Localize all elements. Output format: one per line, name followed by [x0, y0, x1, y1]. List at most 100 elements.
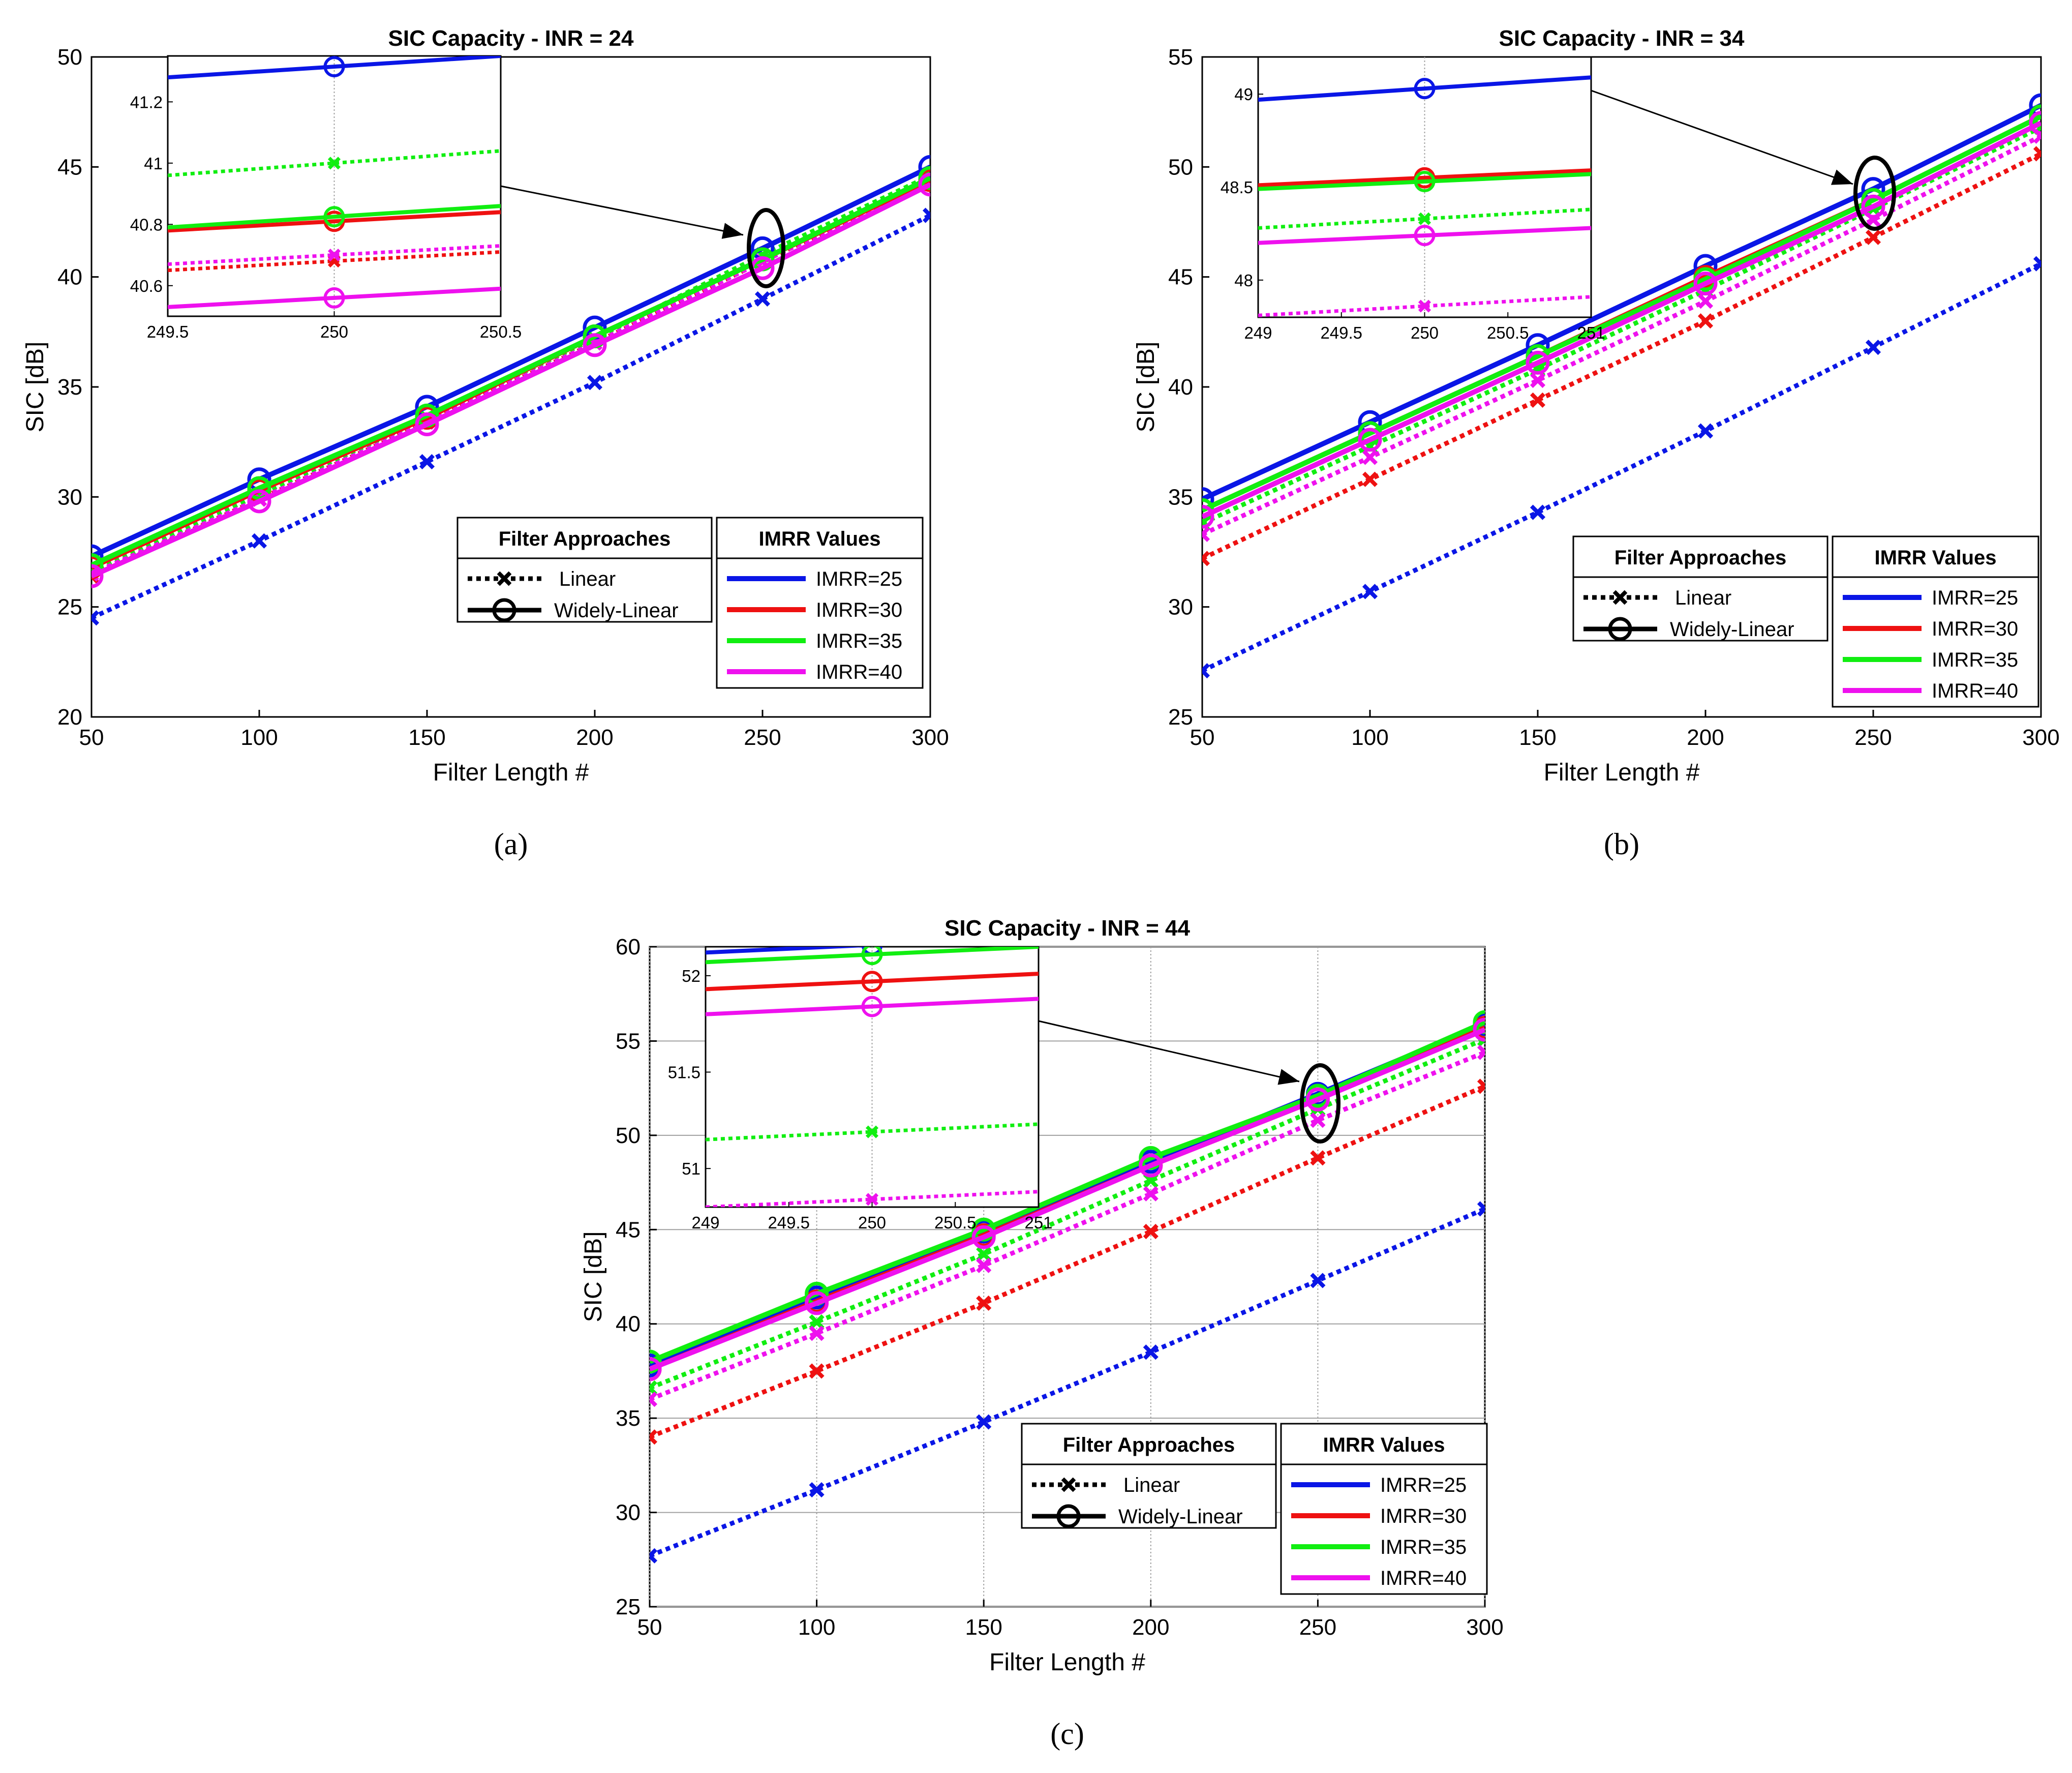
data-point	[2033, 256, 2041, 272]
series-line-imrr-30-linear	[650, 1084, 1485, 1439]
legend-imrr-label: IMRR=40	[1932, 680, 2018, 702]
data-point	[650, 1548, 658, 1564]
data-point	[1362, 471, 1378, 487]
data-point	[92, 564, 104, 588]
inset-series-line	[706, 1122, 1039, 1141]
data-point	[1202, 487, 1214, 512]
data-point	[650, 1349, 662, 1374]
series-line-imrr-25-linear	[650, 1207, 1485, 1558]
series-group	[92, 155, 930, 626]
inset-x-tick-label: 249.5	[768, 1213, 810, 1232]
x-tick-label: 250	[1299, 1615, 1336, 1640]
chart-title: SIC Capacity - INR = 24	[388, 26, 634, 51]
legend-approaches-header	[1572, 535, 1829, 578]
series-group	[1202, 93, 2041, 679]
data-point	[1310, 1113, 1326, 1128]
inset-x-tick-label: 251	[1577, 323, 1605, 342]
inset-data-point	[1418, 299, 1431, 313]
zoom-arrowhead	[1831, 169, 1853, 185]
legend-approach-label: Linear	[1123, 1474, 1180, 1496]
y-tick-label: 30	[616, 1500, 641, 1525]
legend: Filter Approaches Linear Widely-Linear IMRR…	[1572, 535, 2039, 708]
inset-series-line	[168, 250, 501, 273]
data-point	[1310, 1273, 1326, 1288]
inset-x-tick-label: 250.5	[480, 322, 522, 341]
series-line-imrr-25-widely-linear	[92, 164, 930, 559]
y-axis-label: SIC [dB]	[580, 1231, 607, 1323]
inset-series-line	[706, 947, 1039, 965]
data-point	[1202, 551, 1210, 566]
data-point	[809, 1363, 825, 1379]
chart-title: SIC Capacity - INR = 44	[944, 916, 1190, 941]
inset-series-group	[1258, 75, 1591, 317]
inset-y-tick-label: 49	[1234, 85, 1253, 104]
y-tick-label: 30	[1168, 595, 1193, 620]
legend-imrr-label: IMRR=30	[1932, 618, 2018, 640]
data-point	[805, 1291, 829, 1315]
legend-approach-label: Widely-Linear	[1118, 1506, 1243, 1528]
legend-marker	[497, 571, 512, 586]
inset-series-line	[1258, 207, 1591, 230]
inset-series-line	[1258, 172, 1591, 191]
legend-marker	[492, 598, 516, 622]
inset-x-tick-label: 250	[858, 1213, 886, 1232]
panel-caption: (a)	[494, 827, 528, 861]
inset-y-tick-label: 48	[1234, 271, 1253, 290]
x-axis-label: Filter Length #	[433, 759, 589, 786]
inset-data-point	[861, 947, 883, 966]
y-tick-label: 35	[1168, 485, 1193, 509]
data-point	[1530, 392, 1546, 408]
series-line-imrr-40-widely-linear	[650, 1027, 1485, 1372]
y-tick-label: 45	[57, 155, 82, 179]
inset-x-tick-label: 249.5	[147, 322, 189, 341]
data-point	[1362, 584, 1378, 599]
data-point	[415, 412, 439, 437]
data-point	[1477, 1078, 1485, 1094]
legend: Filter Approaches Linear Widely-Linear IMRR…	[1021, 1423, 1488, 1595]
legend-imrr-label: IMRR=40	[816, 661, 902, 683]
legend: Filter Approaches Linear Widely-Linear IMRR…	[456, 517, 924, 689]
inset-y-tick-label: 48.5	[1221, 178, 1253, 197]
data-point	[1865, 229, 1881, 245]
series-line-imrr-35-widely-linear	[92, 175, 930, 568]
inset-y-tick-label: 41.2	[130, 93, 163, 111]
data-point	[1362, 449, 1378, 465]
legend-imrr-header	[716, 517, 924, 559]
legend-imrr-label: IMRR=40	[1380, 1567, 1467, 1589]
zoom-inset: 249 249.5 250 250.5 251 48 48.5 49	[1221, 56, 1605, 342]
data-point	[251, 533, 267, 549]
data-point	[1473, 1017, 1485, 1042]
inset-series-line	[1258, 75, 1591, 102]
inset-series-line	[1258, 295, 1591, 317]
series-line-imrr-40-widely-linear	[1202, 121, 2041, 519]
data-point	[419, 454, 435, 470]
y-tick-label: 40	[616, 1312, 641, 1337]
inset-y-tick-label: 41	[144, 154, 163, 173]
data-point	[1697, 423, 1714, 439]
x-tick-label: 100	[798, 1615, 835, 1640]
inset-x-tick-label: 251	[1024, 1213, 1052, 1232]
zoom-inset: 249.5 250 250.5 40.6 40.8 41 41.2	[130, 55, 522, 341]
inset-data-point	[327, 157, 341, 170]
data-point	[247, 476, 271, 500]
legend-approaches-title: Filter Approaches	[499, 528, 671, 550]
data-point	[650, 1357, 662, 1381]
y-tick-label: 25	[57, 595, 82, 620]
series-line-imrr-25-widely-linear	[1202, 103, 2041, 502]
data-point	[1202, 526, 1210, 542]
inset-y-tick-label: 51.5	[668, 1063, 700, 1082]
series-line-imrr-35-linear	[650, 1037, 1485, 1390]
x-tick-label: 250	[744, 725, 781, 750]
chart-b: 50 100 150 200 250 300 25 30 35 40 45 50 55 SIC Capac…	[1133, 26, 2060, 861]
inset-data-point	[861, 996, 883, 1017]
data-point	[1693, 272, 1718, 296]
legend-imrr-label: IMRR=25	[816, 568, 902, 590]
legend-imrr-label: IMRR=35	[1932, 649, 2018, 671]
inset-y-tick-label: 40.6	[130, 277, 163, 295]
inset-series-line	[168, 286, 501, 309]
y-tick-label: 25	[1168, 705, 1193, 730]
zoom-arrowhead	[1277, 1069, 1299, 1085]
data-point	[92, 553, 104, 577]
series-group	[650, 1010, 1485, 1564]
